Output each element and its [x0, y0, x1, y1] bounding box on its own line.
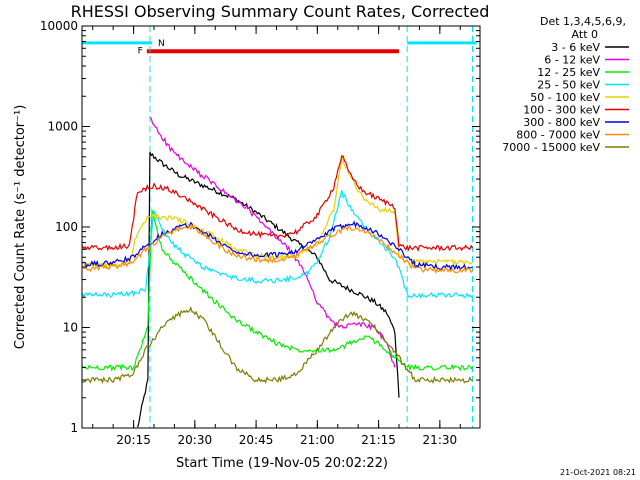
x-tick-label: 21:15 — [361, 433, 396, 447]
legend-header-line2: Att 0 — [572, 28, 598, 41]
y-axis: 1 10 100 1000 10000 — [40, 19, 480, 435]
x-axis-label: Start Time (19-Nov-05 20:02:22) — [176, 456, 388, 471]
flag-n-label: N — [158, 39, 165, 49]
series-line-7 — [82, 224, 473, 275]
x-tick-label: 21:30 — [423, 433, 458, 447]
legend-label: 300 - 800 keV — [523, 116, 600, 129]
footer-timestamp: 21-Oct-2021 08:21 — [560, 468, 636, 477]
series-line-1 — [149, 117, 396, 368]
legend-label: 50 - 100 keV — [530, 91, 600, 104]
series-lines — [81, 117, 474, 428]
series-line-8 — [82, 305, 473, 385]
y-tick-label: 1 — [70, 421, 78, 435]
legend-label: 6 - 12 keV — [544, 54, 600, 67]
legend-label: 100 - 300 keV — [523, 104, 600, 117]
y-tick-label: 10 — [63, 321, 78, 335]
legend-label: 25 - 50 keV — [537, 79, 600, 92]
chart-title: RHESSI Observing Summary Count Rates, Co… — [71, 2, 490, 21]
x-tick-label: 21:00 — [300, 433, 335, 447]
series-line-0 — [137, 151, 400, 428]
legend-label: 3 - 6 keV — [551, 41, 600, 54]
y-tick-label: 100 — [55, 220, 78, 234]
flag-bars: FN — [82, 39, 477, 56]
series-line-2 — [82, 208, 473, 372]
legend-label: 800 - 7000 keV — [516, 129, 600, 142]
series-line-5 — [81, 155, 474, 252]
y-tick-label: 10000 — [40, 19, 78, 33]
x-axis: 20:15 20:30 20:45 21:00 21:15 21:30 — [92, 26, 461, 447]
legend-label: 12 - 25 keV — [537, 66, 600, 79]
series-line-3 — [81, 190, 474, 300]
series-line-6 — [82, 220, 473, 271]
y-tick-label: 1000 — [47, 120, 78, 134]
x-tick-label: 20:15 — [116, 433, 151, 447]
legend-header-line1: Det 1,3,4,5,6,9, — [540, 15, 626, 28]
x-tick-label: 20:30 — [178, 433, 213, 447]
x-tick-label: 20:45 — [239, 433, 274, 447]
flag-f-label: F — [138, 46, 143, 56]
y-axis-label: Corrected Count Rate (s⁻¹ detector⁻¹) — [13, 105, 28, 350]
legend-label: 7000 - 15000 keV — [502, 141, 600, 154]
